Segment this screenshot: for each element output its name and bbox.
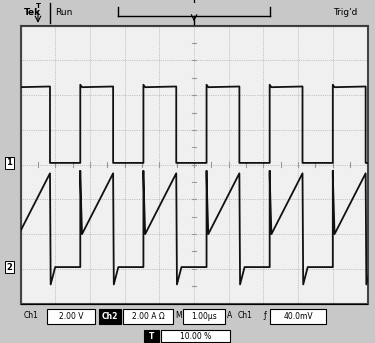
Text: ƒ: ƒ	[263, 311, 266, 320]
Text: A: A	[227, 311, 232, 320]
Bar	[161, 330, 231, 342]
Bar	[270, 309, 326, 324]
Bar	[183, 309, 225, 324]
Text: Ch1: Ch1	[24, 311, 39, 320]
Text: 1.00µs: 1.00µs	[191, 312, 217, 321]
Text: M: M	[175, 311, 181, 320]
Bar	[99, 309, 121, 324]
Text: 2: 2	[6, 263, 12, 272]
Text: 2.00 A Ω: 2.00 A Ω	[132, 312, 165, 321]
Text: T: T	[192, 0, 196, 4]
Text: Run: Run	[56, 8, 73, 17]
Text: Trig'd: Trig'd	[333, 8, 357, 17]
Text: 1: 1	[6, 158, 12, 167]
Bar	[123, 309, 173, 324]
Bar	[46, 309, 95, 324]
Bar	[144, 330, 159, 342]
Text: Ch2: Ch2	[102, 312, 118, 321]
Text: T: T	[36, 3, 40, 9]
Text: Ch1: Ch1	[237, 311, 252, 320]
Text: 2.00 V: 2.00 V	[58, 312, 83, 321]
Text: Tek: Tek	[24, 8, 41, 17]
Text: 40.0mV: 40.0mV	[284, 312, 313, 321]
Text: 10.00 %: 10.00 %	[180, 332, 212, 341]
Text: T: T	[149, 332, 154, 341]
